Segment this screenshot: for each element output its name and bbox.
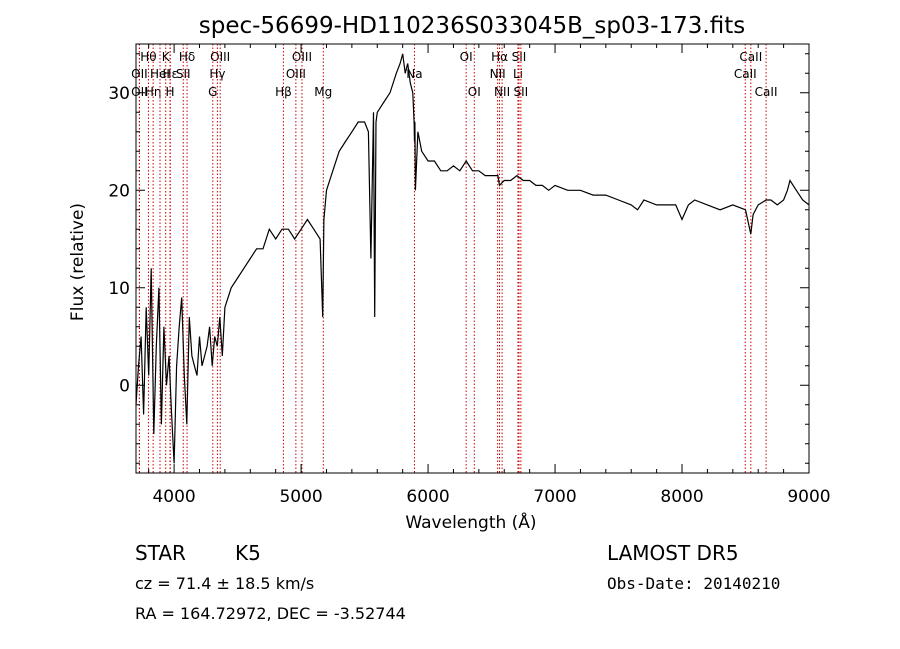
line-marker-label-20: Hα [491,50,508,64]
line-marker-label-12: G [208,85,217,99]
y-axis-label: Flux (relative) [68,203,88,321]
plot-frame [135,43,810,474]
spectrum-line [135,53,810,464]
line-marker-label-6: OII [131,85,148,99]
line-marker-label-25: SII [514,85,529,99]
y-tick-label-10: 10 [108,279,130,299]
y-tick-label-0: 0 [119,376,130,396]
chart-title: spec-56699-HD110236S033045B_sp03-173.fit… [199,13,745,39]
x-tick-label-8000: 8000 [660,487,703,507]
object-class: STAR [135,541,186,565]
line-marker-label-0: Hθ [140,50,156,64]
line-marker-label-28: CaII [755,85,778,99]
axis-ticks: 4000 5000 6000 7000 8000 9000 0 10 20 30 [108,44,831,507]
line-marker-label-9: SII [176,67,191,81]
line-marker-label-18: OI [460,50,473,64]
line-marker-label-2: K [162,50,171,64]
x-tick-label-7000: 7000 [533,487,576,507]
x-tick-label-9000: 9000 [787,487,830,507]
line-marker-label-1: Hη [145,85,162,99]
x-tick-label-5000: 5000 [279,487,322,507]
line-marker-label-4: H [166,85,175,99]
y-tick-label-20: 20 [108,181,130,201]
x-tick-label-6000: 6000 [406,487,449,507]
line-marker-label-3: Hε [163,67,179,81]
line-marker-label-15: OIII [292,50,312,64]
line-marker-label-17: Na [406,67,422,81]
x-tick-label-4000: 4000 [152,487,195,507]
line-marker-label-7: HeI [150,67,170,81]
line-marker-label-23: SII [512,50,527,64]
line-marker-label-11: Hγ [209,67,225,81]
line-marker-label-16: Mg [314,85,332,99]
x-axis-label: Wavelength (Å) [405,511,536,533]
redshift-readout: cz = 71.4 ± 18.5 km/s [135,574,315,593]
observation-date: Obs-Date: 20140210 [607,574,781,593]
line-marker-label-24: Li [513,67,523,81]
line-marker-label-22: NII [494,85,510,99]
line-marker-label-14: OIII [286,67,306,81]
line-marker-label-10: OIII [210,50,230,64]
object-subclass: K5 [235,541,261,565]
coordinates-readout: RA = 164.72972, DEC = -3.52744 [135,604,406,623]
line-marker-label-8: Hδ [179,50,195,64]
survey-name: LAMOST DR5 [607,541,739,565]
line-marker-label-13: Hβ [275,85,292,99]
y-tick-label-30: 30 [108,84,130,104]
line-marker-label-27: CaII [734,67,757,81]
line-marker-label-26: CaII [739,50,762,64]
line-marker-label-19: OI [468,85,481,99]
line-marker-label-5: OII [131,67,148,81]
line-marker-label-21: NII [490,67,506,81]
